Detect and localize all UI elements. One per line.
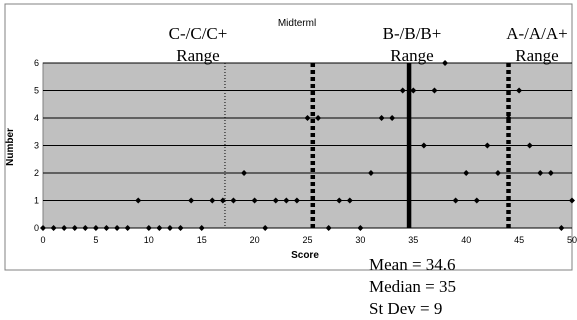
data-point: [357, 225, 364, 231]
a-range-label-line1: A-/A/A+: [506, 24, 568, 43]
y-tick-label: 5: [34, 86, 39, 96]
data-point: [50, 225, 57, 231]
data-point: [304, 115, 311, 121]
x-tick-label: 5: [93, 235, 98, 245]
data-point: [463, 170, 470, 176]
reference-lines: [224, 63, 511, 228]
y-tick-label: 4: [34, 113, 39, 123]
x-tick-label: 20: [250, 235, 260, 245]
data-point: [135, 197, 142, 204]
data-point: [315, 115, 322, 121]
x-tick-label: 50: [567, 235, 577, 245]
data-point: [293, 197, 300, 204]
data-point: [177, 225, 184, 231]
data-points: [40, 60, 575, 231]
data-point: [124, 225, 131, 231]
data-point: [61, 225, 68, 231]
y-tick-label: 6: [34, 58, 39, 68]
mean-stat: Mean = 34.6: [369, 255, 456, 274]
data-point: [494, 170, 501, 176]
c-range-label-line2: Range: [176, 46, 219, 65]
data-point: [505, 115, 512, 121]
data-point: [484, 142, 491, 149]
c-range-label-line1: C-/C/C+: [169, 24, 228, 43]
x-tick-label: 25: [302, 235, 312, 245]
data-point: [198, 225, 205, 231]
data-point: [389, 115, 396, 121]
data-point: [114, 225, 121, 231]
y-tick-labels: 0 1 2 3 4 5 6: [34, 58, 39, 233]
data-point: [71, 225, 78, 231]
data-point: [241, 170, 248, 176]
y-tick-label: 1: [34, 196, 39, 206]
x-axis-label: Score: [291, 250, 319, 261]
y-tick-label: 0: [34, 223, 39, 233]
data-point: [378, 115, 385, 121]
data-point: [431, 87, 438, 94]
data-point: [40, 225, 46, 231]
data-point: [569, 197, 575, 204]
data-point: [251, 197, 258, 204]
data-point: [473, 197, 480, 204]
data-point: [92, 225, 99, 231]
data-point: [452, 197, 459, 204]
data-point: [82, 225, 89, 231]
data-point: [399, 87, 406, 94]
b-range-label-line2: Range: [390, 46, 433, 65]
data-point: [283, 197, 290, 204]
data-point: [188, 197, 195, 204]
y-tick-label: 2: [34, 168, 39, 178]
data-point: [367, 170, 374, 176]
data-point: [537, 170, 544, 176]
x-tick-label: 10: [144, 235, 154, 245]
x-tick-label: 0: [40, 235, 45, 245]
data-point: [336, 197, 343, 204]
data-point: [420, 142, 427, 149]
data-point: [526, 142, 533, 149]
data-point: [166, 225, 173, 231]
data-point: [145, 225, 152, 231]
data-point: [156, 225, 163, 231]
data-point: [558, 225, 565, 231]
b-range-label-line1: B-/B/B+: [383, 24, 442, 43]
y-tick-label: 3: [34, 141, 39, 151]
x-tick-labels: 0 5 10 15 20 25 30 35 40 45 50: [40, 235, 577, 245]
x-tick-label: 45: [514, 235, 524, 245]
data-point: [346, 197, 353, 204]
stdev-stat: St Dev = 9: [369, 299, 442, 318]
x-tick-label: 30: [355, 235, 365, 245]
x-tick-label: 35: [408, 235, 418, 245]
data-point: [219, 197, 226, 204]
x-tick-label: 15: [197, 235, 207, 245]
data-point: [262, 225, 269, 231]
data-point: [547, 170, 554, 176]
data-point: [209, 197, 216, 204]
data-point: [103, 225, 110, 231]
data-point: [325, 225, 332, 231]
data-point: [442, 60, 449, 66]
data-point: [410, 87, 417, 94]
y-axis-label: Number: [5, 128, 16, 166]
data-point: [272, 197, 279, 204]
chart-title: Midterml: [278, 18, 316, 29]
a-range-label-line2: Range: [515, 46, 558, 65]
data-point: [230, 197, 237, 204]
x-tick-label: 40: [461, 235, 471, 245]
data-point: [516, 87, 523, 94]
median-stat: Median = 35: [369, 277, 456, 296]
